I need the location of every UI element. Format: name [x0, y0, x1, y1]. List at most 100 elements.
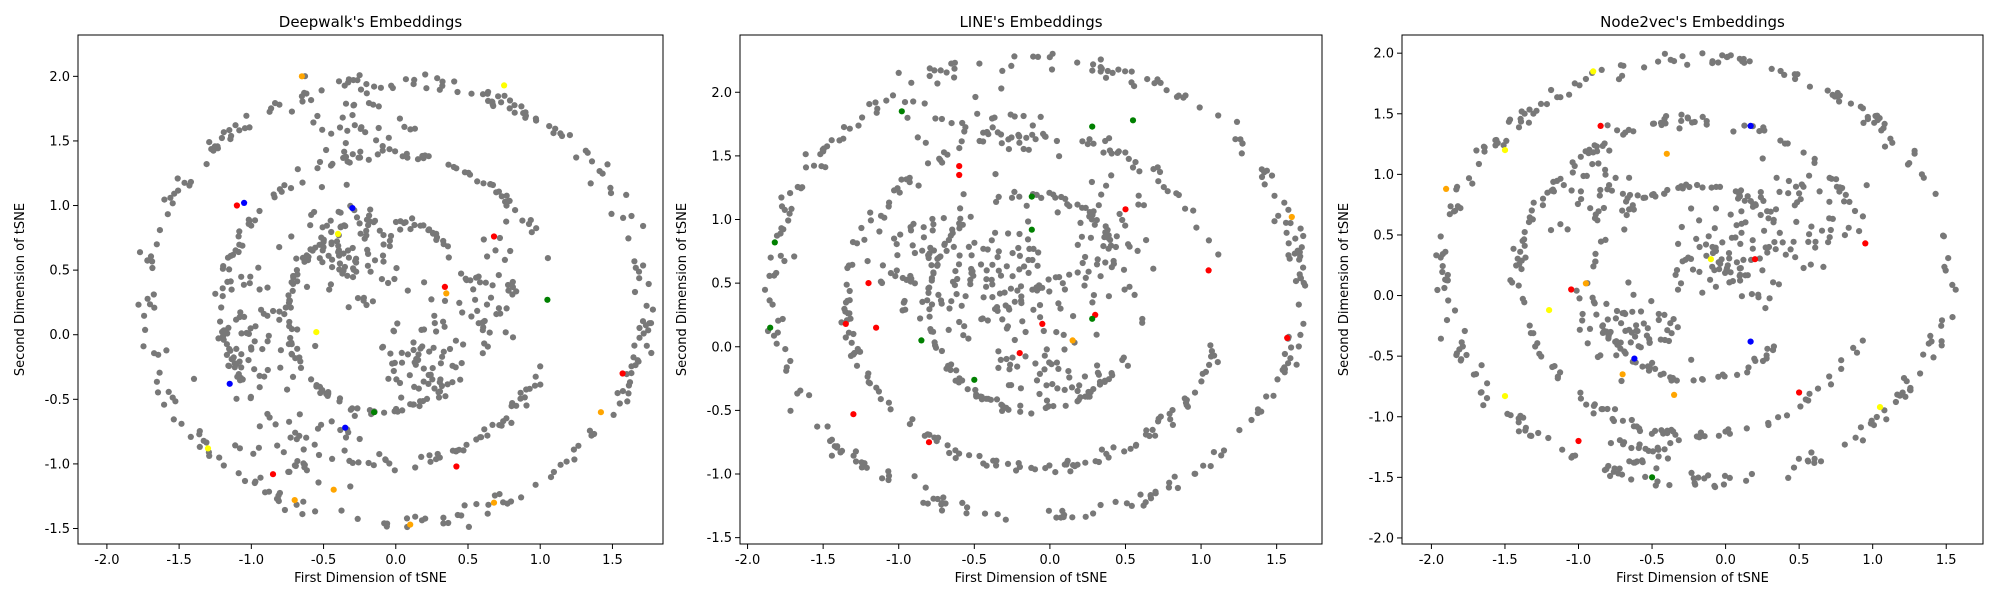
highlighted-point	[925, 439, 933, 446]
data-point	[1579, 317, 1586, 324]
data-point	[167, 194, 174, 201]
data-point	[964, 504, 971, 511]
data-point	[563, 458, 570, 465]
data-point	[382, 457, 389, 464]
data-point	[1678, 223, 1685, 231]
data-point	[1434, 286, 1441, 294]
data-point	[379, 147, 386, 154]
data-point	[1089, 67, 1096, 74]
data-point	[1693, 433, 1700, 440]
data-point	[1841, 232, 1848, 239]
data-point	[1637, 308, 1645, 315]
data-point	[1074, 201, 1081, 208]
data-point	[858, 224, 865, 232]
data-point	[1806, 83, 1813, 90]
data-point	[889, 92, 897, 99]
data-point	[960, 332, 967, 339]
data-point	[394, 320, 401, 327]
data-point	[241, 313, 248, 320]
data-point	[1549, 186, 1556, 193]
data-point	[315, 479, 322, 486]
highlighted-point	[1284, 334, 1291, 341]
data-point	[639, 318, 647, 325]
data-point	[1655, 316, 1662, 324]
data-point	[1102, 259, 1109, 266]
data-point	[1628, 416, 1635, 424]
data-point	[523, 386, 530, 393]
highlighted-point	[1597, 122, 1604, 129]
data-point	[550, 130, 557, 137]
data-point	[984, 246, 991, 253]
data-point	[1883, 416, 1890, 423]
data-point	[1833, 176, 1840, 183]
data-point	[316, 158, 324, 166]
data-point	[1859, 105, 1866, 112]
data-point	[1711, 482, 1718, 489]
data-point	[1198, 378, 1205, 385]
data-point	[1816, 188, 1823, 195]
data-point	[390, 367, 397, 375]
data-point	[1902, 393, 1909, 400]
data-point	[547, 474, 555, 481]
data-point	[507, 247, 514, 255]
data-point	[928, 301, 936, 308]
data-point	[287, 334, 294, 342]
data-point	[909, 416, 916, 423]
data-point	[954, 275, 961, 283]
highlighted-point	[1039, 320, 1046, 327]
data-point	[953, 291, 960, 298]
data-point	[1101, 378, 1108, 385]
data-point	[1827, 381, 1835, 388]
data-point	[1625, 126, 1632, 133]
data-point	[1081, 282, 1088, 289]
highlighted-point	[233, 202, 240, 209]
plot-frame	[77, 34, 664, 545]
data-point	[1518, 108, 1525, 115]
data-point	[1283, 229, 1290, 236]
data-point	[357, 148, 364, 155]
data-point	[1129, 164, 1137, 171]
data-point	[1768, 65, 1775, 72]
data-point	[1661, 311, 1668, 318]
data-point	[1061, 346, 1068, 353]
data-point	[410, 401, 417, 408]
data-point	[628, 370, 635, 377]
data-point	[363, 81, 370, 88]
data-point	[385, 134, 392, 141]
data-point	[342, 140, 349, 147]
data-point	[587, 180, 594, 187]
data-point	[1817, 458, 1825, 465]
data-point	[303, 252, 310, 259]
data-point	[1757, 194, 1764, 201]
data-point	[1207, 342, 1214, 349]
data-point	[1147, 495, 1155, 502]
data-point	[1709, 249, 1717, 257]
data-point	[1598, 66, 1605, 73]
data-point	[196, 428, 203, 435]
data-point	[1029, 131, 1036, 138]
data-point	[1116, 210, 1123, 218]
data-point	[523, 402, 530, 409]
highlighted-point	[1575, 437, 1582, 445]
data-point	[1699, 113, 1706, 120]
data-point	[616, 400, 623, 407]
data-point	[1590, 263, 1597, 270]
data-point	[1025, 256, 1032, 264]
data-point	[1015, 244, 1022, 252]
data-point	[910, 98, 917, 105]
data-point	[838, 447, 846, 454]
data-point	[920, 224, 927, 231]
data-point	[1925, 340, 1932, 347]
data-point	[225, 324, 232, 331]
data-point	[938, 501, 945, 508]
data-point	[509, 400, 516, 407]
data-point	[1573, 287, 1580, 294]
data-point	[441, 323, 448, 330]
data-point	[284, 386, 291, 393]
data-point	[266, 414, 273, 421]
data-point	[411, 221, 418, 229]
data-point	[1113, 233, 1120, 240]
data-point	[1785, 177, 1792, 185]
data-point	[1297, 275, 1304, 282]
data-point	[1932, 190, 1939, 197]
